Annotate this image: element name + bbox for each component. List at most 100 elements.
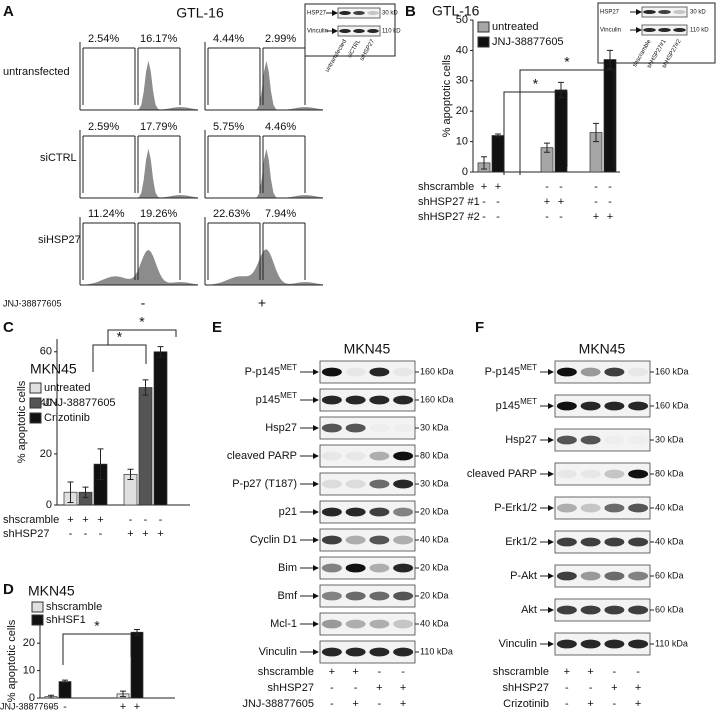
blot-band — [393, 395, 414, 405]
sign: - — [545, 181, 549, 193]
percentage: 22.63% — [213, 208, 251, 220]
sign: + — [142, 528, 148, 540]
percentage: 19.26% — [140, 208, 178, 220]
condition-label: shscramble — [258, 666, 314, 678]
condition-label: shHSP27 #2 — [418, 211, 480, 223]
y-axis-label: % apoptotic cells — [16, 380, 28, 463]
band-label: Akt — [521, 604, 537, 616]
band-name: Hsp27 — [265, 422, 297, 434]
histogram — [205, 249, 323, 285]
error-bar — [142, 379, 149, 396]
blot-band — [580, 401, 601, 411]
bar — [491, 135, 505, 173]
blot-band — [658, 28, 671, 32]
y-tick-label: 50 — [456, 14, 468, 26]
band-name: P-p145 — [485, 366, 520, 378]
sign: + — [67, 514, 73, 526]
y-tick-label: 20 — [23, 637, 35, 649]
blot-band — [369, 507, 390, 517]
size-label: 20 kDa — [420, 590, 449, 600]
sign: - — [565, 682, 569, 694]
error-bar — [82, 486, 89, 498]
blot-band — [580, 605, 601, 615]
band-label: P-p145MET — [485, 363, 537, 378]
bar — [554, 89, 568, 173]
error-bar — [120, 690, 126, 698]
condition-label: shscramble — [3, 514, 59, 526]
panel-label: D — [3, 581, 14, 598]
band-label: P-p27 (T187) — [232, 478, 297, 490]
size-label: 110 kD — [382, 29, 401, 35]
blot-band — [393, 451, 414, 461]
blot-band — [321, 647, 342, 657]
band-label: P-Erk1/2 — [494, 502, 537, 514]
sign: - — [141, 295, 146, 311]
blot-band — [604, 571, 625, 581]
panel-label: E — [212, 319, 222, 336]
error-bar — [157, 346, 164, 358]
error-bar — [607, 49, 613, 70]
significance-bracket — [107, 329, 177, 345]
sign: - — [613, 698, 617, 710]
sign: - — [608, 196, 612, 208]
y-tick-label: 40 — [40, 397, 52, 409]
sign: + — [97, 514, 103, 526]
size-label: 40 kDa — [420, 534, 449, 544]
band-superscript: MET — [280, 391, 297, 400]
legend-label: JNJ-38877605 — [492, 36, 564, 48]
sign: - — [559, 181, 563, 193]
sign: + — [120, 701, 126, 713]
percentage: 2.54% — [88, 33, 119, 45]
size-label: 30 kDa — [420, 422, 449, 432]
sign: - — [608, 181, 612, 193]
bar — [130, 631, 144, 699]
blot-band — [369, 591, 390, 601]
error-bar — [62, 679, 68, 684]
condition-label: shHSP27 — [503, 682, 549, 694]
y-tick-label: 10 — [23, 664, 35, 676]
significance-bracket — [503, 91, 568, 175]
size-label: 20 kDa — [420, 506, 449, 516]
legend-label: untreated — [44, 382, 90, 394]
percentage: 17.79% — [140, 121, 178, 133]
blot-band — [628, 503, 649, 513]
blot-band — [369, 395, 390, 405]
blot-band — [369, 479, 390, 489]
panel-title: GTL-16 — [176, 5, 224, 21]
sign: - — [594, 196, 598, 208]
sign: + — [611, 682, 617, 694]
sign: - — [378, 666, 382, 678]
size-label: 40 kDa — [655, 502, 684, 512]
blot-band — [580, 435, 601, 445]
blot-band — [321, 395, 342, 405]
band-name: P-p145 — [245, 366, 280, 378]
band-label: Vinculin — [307, 29, 328, 35]
bar — [138, 387, 153, 506]
band-superscript: MET — [520, 363, 537, 372]
significance-star: * — [139, 314, 145, 330]
band-name: Bim — [278, 562, 297, 574]
significance-bracket — [92, 344, 147, 372]
blot-band — [369, 535, 390, 545]
sign: - — [589, 682, 593, 694]
error-bar — [495, 133, 501, 138]
band-name: p21 — [279, 506, 297, 518]
blot-band — [628, 605, 649, 615]
band-label: p145MET — [256, 391, 297, 406]
sign: + — [157, 528, 163, 540]
error-bar — [67, 481, 74, 503]
blot-band — [628, 571, 649, 581]
sign: + — [495, 181, 501, 193]
sign: + — [564, 666, 570, 678]
band-name: Erk1/2 — [505, 536, 537, 548]
legend-swatch — [31, 614, 44, 626]
blot-band — [393, 535, 414, 545]
sign: - — [144, 514, 148, 526]
row-label: siCTRL — [40, 152, 77, 164]
sign: - — [49, 701, 53, 713]
legend-swatch — [477, 21, 490, 33]
sign: - — [401, 666, 405, 678]
size-label: 160 kDa — [420, 394, 454, 404]
sign: - — [613, 666, 617, 678]
